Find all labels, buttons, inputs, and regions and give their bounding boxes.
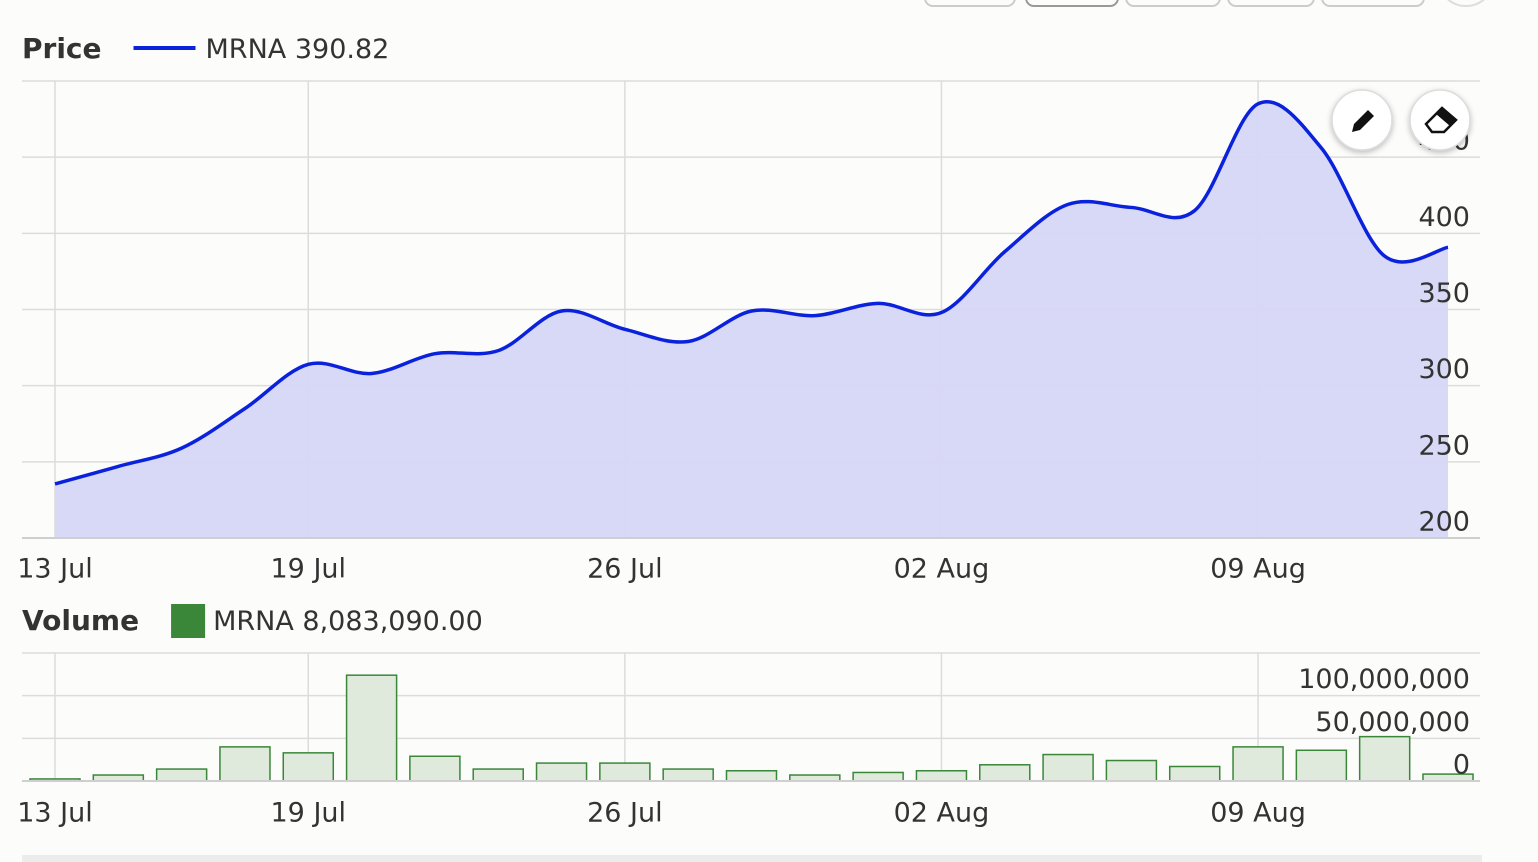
x-tick-label: 19 Jul: [271, 798, 347, 829]
x-tick-label: 09 Aug: [1210, 798, 1306, 829]
eraser-icon-top: [1436, 108, 1456, 126]
x-tick-label: 26 Jul: [587, 554, 663, 585]
bar: [662, 768, 714, 782]
y-tick-label: 250: [1418, 430, 1470, 461]
legend-name: MRNA: [206, 34, 287, 65]
bar: [1232, 746, 1284, 782]
bar: [1168, 765, 1221, 782]
area: [55, 101, 1448, 538]
pencil-icon: [1352, 110, 1374, 132]
x-tick-label: 02 Aug: [894, 798, 990, 829]
bar: [599, 762, 651, 782]
round-button[interactable]: [1438, 0, 1494, 7]
x-tick-label: 13 Jul: [17, 554, 93, 585]
legend-label: MRNA 8,083,090.00: [213, 606, 483, 637]
bar: [979, 764, 1031, 782]
y-tick-label: 300: [1418, 354, 1470, 385]
chart-title: Volume: [22, 604, 139, 637]
y-tick-label: 100,000,000: [1298, 664, 1470, 695]
bar: [345, 674, 398, 782]
legend-swatch: [171, 604, 206, 638]
x-tick-label: 02 Aug: [894, 554, 990, 585]
bar: [219, 746, 271, 782]
y-tick-label: 200: [1418, 507, 1470, 538]
bar: [915, 770, 968, 782]
bar: [1042, 753, 1094, 782]
range-button[interactable]: [924, 0, 1016, 7]
bar: [155, 768, 208, 782]
range-button[interactable]: [1227, 0, 1315, 7]
range-button[interactable]: [1025, 0, 1119, 7]
legend-label: MRNA 390.82: [206, 34, 390, 65]
y-tick-label: 400: [1418, 202, 1470, 233]
bar: [852, 771, 904, 782]
range-button[interactable]: [1125, 0, 1221, 7]
chart-title: Price: [22, 32, 102, 65]
bar: [409, 755, 461, 782]
y-tick-label: 50,000,000: [1315, 707, 1470, 738]
bar: [472, 768, 524, 782]
range-button[interactable]: [1321, 0, 1425, 7]
legend-name: MRNA: [213, 606, 294, 637]
legend-value: 390.82: [295, 34, 389, 65]
bar: [535, 762, 588, 782]
bar: [1358, 735, 1411, 782]
bar: [1105, 759, 1158, 782]
y-tick-label: 350: [1418, 278, 1470, 309]
x-tick-label: 19 Jul: [271, 554, 347, 585]
bar: [282, 752, 335, 782]
scrollbar: [22, 855, 1482, 862]
x-tick-label: 13 Jul: [17, 798, 93, 829]
x-tick-label: 26 Jul: [587, 798, 663, 829]
y-tick-label: 0: [1453, 750, 1470, 781]
bar: [725, 770, 778, 782]
line: [54, 100, 1449, 486]
bar: [1295, 749, 1348, 782]
legend-value: 8,083,090.00: [302, 606, 482, 637]
x-tick-label: 09 Aug: [1210, 554, 1306, 585]
